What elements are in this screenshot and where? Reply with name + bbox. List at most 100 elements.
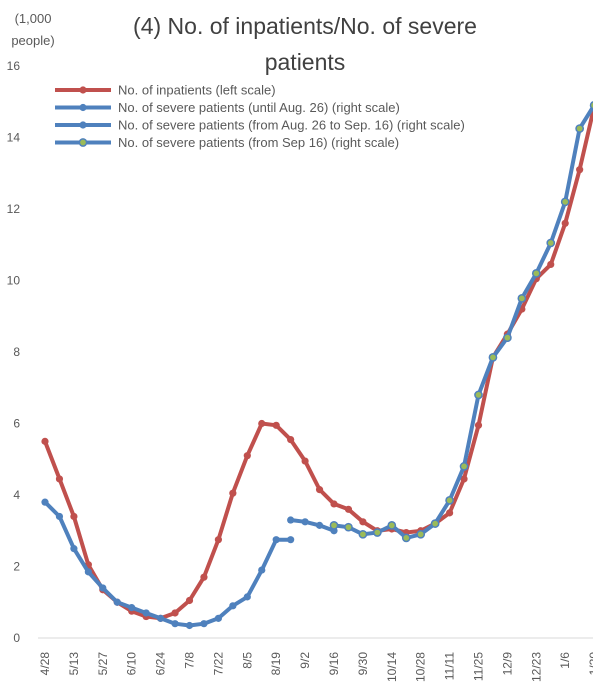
y-tick-label: 14 [7, 131, 21, 145]
legend-label: No. of severe patients (from Sep 16) (ri… [118, 135, 399, 150]
x-tick-label: 5/13 [67, 652, 81, 676]
data-point [99, 584, 107, 592]
data-point [287, 536, 295, 544]
data-point [171, 609, 179, 617]
x-tick-label: 7/22 [211, 652, 225, 676]
x-tick-label: 1/20 [587, 652, 593, 676]
y-tick-label: 6 [13, 417, 20, 431]
data-point [243, 452, 251, 460]
data-point [459, 462, 469, 471]
x-tick-label: 7/8 [183, 652, 197, 669]
data-point [531, 269, 541, 278]
y-tick-label: 8 [13, 345, 20, 359]
data-point [128, 604, 136, 612]
data-point [185, 596, 194, 605]
data-point [287, 516, 295, 524]
data-point [55, 475, 64, 483]
legend-marker [78, 138, 88, 147]
x-tick-label: 1/6 [558, 652, 572, 669]
x-tick-label: 12/9 [500, 652, 514, 676]
series-line [43, 500, 291, 628]
y-tick-label: 16 [7, 59, 21, 73]
legend-label: No. of severe patients (from Aug. 26 to … [118, 118, 465, 133]
data-point [547, 260, 555, 269]
data-point [258, 419, 266, 428]
x-tick-label: 9/16 [327, 652, 341, 676]
y-tick-label: 2 [13, 560, 20, 574]
data-point [401, 533, 411, 543]
data-point [70, 512, 78, 521]
legend-marker [79, 121, 87, 129]
x-tick-label: 12/23 [529, 652, 543, 682]
data-point [113, 598, 121, 606]
data-point [329, 521, 339, 530]
x-tick-label: 4/28 [38, 652, 52, 676]
data-point [344, 505, 353, 513]
x-tick-label: 8/5 [240, 652, 254, 669]
y-tick-label: 0 [13, 631, 20, 645]
data-point [330, 500, 338, 508]
data-point [229, 602, 237, 610]
data-point [272, 536, 280, 544]
series-line [43, 106, 593, 621]
data-point [387, 521, 397, 530]
legend-label: No. of inpatients (left scale) [118, 83, 276, 98]
data-point [272, 421, 280, 429]
data-point [171, 620, 179, 628]
data-point [503, 333, 512, 343]
legend-label: No. of severe patients (until Aug. 26) (… [118, 100, 400, 115]
data-point [185, 621, 194, 630]
data-point [561, 219, 569, 227]
data-point [358, 529, 368, 539]
data-point [546, 238, 556, 248]
x-tick-label: 10/28 [414, 652, 428, 682]
data-point [243, 593, 251, 601]
series-line [333, 104, 593, 540]
data-point [416, 529, 426, 539]
data-point [200, 620, 208, 628]
data-point [430, 519, 440, 528]
y-tick-label: 4 [13, 488, 20, 502]
y-tick-label: 10 [7, 274, 21, 288]
data-point [287, 435, 295, 444]
data-point [474, 421, 483, 429]
x-tick-label: 11/11 [443, 652, 457, 681]
data-point [41, 437, 49, 445]
data-point [575, 124, 585, 133]
chart-title: (4) No. of inpatients/No. of severe pati… [133, 13, 477, 75]
x-tick-label: 11/25 [472, 652, 486, 681]
x-tick-label: 9/30 [356, 652, 370, 676]
data-point [359, 518, 367, 526]
data-point [344, 522, 353, 532]
data-point [157, 614, 165, 622]
data-point [373, 528, 382, 537]
data-point [214, 614, 222, 622]
data-point [315, 521, 324, 529]
data-point [258, 566, 266, 574]
data-point [70, 545, 78, 553]
data-point [200, 573, 208, 581]
legend-marker [79, 86, 87, 94]
data-point [446, 509, 454, 517]
data-point [142, 609, 150, 617]
data-point [488, 353, 498, 362]
data-point [474, 390, 483, 400]
data-point [576, 166, 584, 174]
x-tick-label: 10/14 [385, 652, 399, 682]
x-tick-label: 5/27 [96, 652, 110, 676]
data-point [445, 496, 454, 505]
x-tick-label: 6/24 [154, 652, 168, 676]
data-point [84, 568, 92, 576]
x-tick-label: 6/10 [125, 652, 139, 676]
data-point [517, 294, 527, 303]
data-point [301, 518, 309, 526]
data-point [460, 475, 468, 483]
data-point [214, 536, 222, 544]
series-line [290, 518, 335, 533]
data-point [315, 486, 324, 494]
data-point [589, 101, 593, 110]
x-tick-label: 9/2 [298, 652, 312, 669]
data-point [41, 498, 49, 506]
